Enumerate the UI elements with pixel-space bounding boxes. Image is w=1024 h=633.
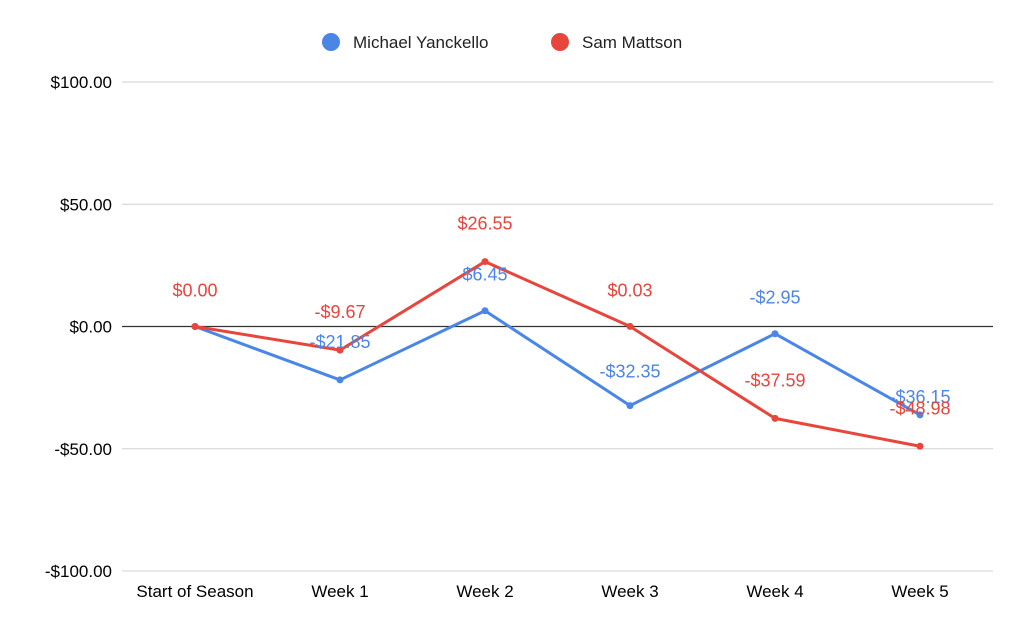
data-label-michael-yanckello: $6.45	[462, 265, 507, 285]
data-point-michael-yanckello	[481, 307, 489, 315]
y-axis-ticks: $100.00 $50.00 $0.00 -$50.00 -$100.00	[45, 73, 112, 581]
data-point-sam-mattson	[481, 258, 489, 266]
data-point-michael-yanckello	[626, 402, 634, 410]
y-tick-label: -$100.00	[45, 562, 112, 581]
x-tick-label: Week 4	[746, 582, 803, 601]
data-point-sam-mattson	[626, 322, 634, 330]
data-point-sam-mattson	[191, 323, 199, 330]
legend-marker-michael-yanckello	[322, 33, 340, 51]
data-label-michael-yanckello: -$21.85	[309, 332, 370, 352]
data-label-sam-mattson: -$48.98	[889, 398, 950, 418]
legend: Michael Yanckello Sam Mattson	[322, 33, 682, 52]
data-point-michael-yanckello	[771, 330, 779, 338]
y-tick-label: $0.00	[69, 318, 112, 337]
data-label-sam-mattson: $0.00	[172, 281, 217, 301]
data-labels: -$21.85 $6.45 -$32.35 -$2.95 -$36.15 $0.00 -$9…	[172, 214, 950, 419]
series-line-michael-yanckello	[193, 309, 922, 417]
legend-label-sam-mattson: Sam Mattson	[582, 33, 682, 52]
legend-marker-sam-mattson	[551, 33, 569, 51]
data-label-sam-mattson: $26.55	[457, 214, 512, 234]
y-tick-label: $50.00	[60, 195, 112, 214]
y-tick-label: -$50.00	[54, 440, 112, 459]
series-lines	[191, 258, 924, 450]
data-point-sam-mattson	[771, 414, 779, 422]
data-label-sam-mattson: $0.03	[607, 280, 652, 300]
x-tick-label: Week 5	[891, 582, 948, 601]
data-point-sam-mattson	[916, 442, 924, 450]
legend-label-michael-yanckello: Michael Yanckello	[353, 33, 488, 52]
data-label-sam-mattson: -$37.59	[744, 370, 805, 390]
data-label-michael-yanckello: -$2.95	[749, 288, 800, 308]
data-label-michael-yanckello: -$32.35	[599, 362, 660, 382]
gridlines	[122, 81, 993, 572]
y-tick-label: $100.00	[51, 73, 112, 92]
x-tick-label: Week 1	[311, 582, 368, 601]
x-tick-label: Week 3	[601, 582, 658, 601]
data-label-sam-mattson: -$9.67	[314, 302, 365, 322]
series-line-sam-mattson	[193, 260, 922, 448]
x-axis-ticks: Start of Season Week 1 Week 2 Week 3 Week 4 W…	[136, 582, 948, 601]
x-tick-label: Start of Season	[136, 582, 253, 601]
data-label-michael-yanckello: -$36.15	[889, 387, 950, 407]
x-tick-label: Week 2	[456, 582, 513, 601]
data-point-michael-yanckello	[916, 411, 924, 419]
data-point-michael-yanckello	[336, 376, 344, 384]
data-point-sam-mattson	[336, 346, 344, 354]
